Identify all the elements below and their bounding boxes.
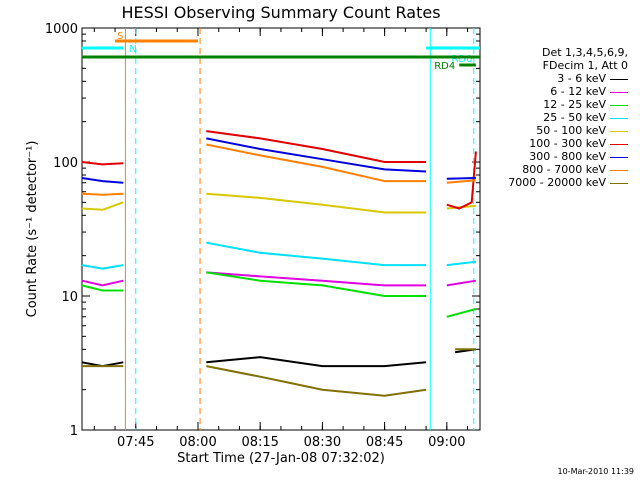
legend-label: 7000 - 20000 keV xyxy=(508,176,606,189)
legend-entry: 25 - 50 keV xyxy=(543,111,628,124)
series-line xyxy=(446,151,477,210)
legend-entry: 7000 - 20000 keV xyxy=(508,176,628,189)
series-line xyxy=(446,279,477,287)
legend-label: 6 - 12 keV xyxy=(550,85,606,98)
flag-label: N xyxy=(129,44,136,55)
series-line xyxy=(206,143,427,183)
legend-entry: 800 - 7000 keV xyxy=(522,163,628,176)
x-tick-label: 09:00 xyxy=(428,435,465,450)
series-line xyxy=(206,192,427,214)
legend-swatch xyxy=(610,169,628,171)
legend-entry: 50 - 100 keV xyxy=(536,124,628,137)
series-line xyxy=(81,177,124,184)
legend-entry: 100 - 300 keV xyxy=(529,137,628,150)
series-line xyxy=(206,137,427,173)
y-tick-label: 100 xyxy=(53,156,78,171)
x-tick-label: 08:00 xyxy=(179,435,216,450)
series-line xyxy=(446,177,476,180)
legend-label: 12 - 25 keV xyxy=(543,98,606,111)
x-tick-label: 07:45 xyxy=(117,435,154,450)
legend-swatch xyxy=(610,117,628,119)
legend-label: 800 - 7000 keV xyxy=(522,163,606,176)
series-line xyxy=(81,161,124,166)
flag-label: S xyxy=(117,31,123,42)
footer-timestamp: 10-Mar-2010 11:39 xyxy=(557,467,635,476)
chart-title: HESSI Observing Summary Count Rates xyxy=(121,3,440,22)
legend-swatch xyxy=(610,130,628,132)
legend-entry: 300 - 800 keV xyxy=(529,150,628,163)
x-tick-label: 08:45 xyxy=(366,435,403,450)
legend-label: 3 - 6 keV xyxy=(557,72,606,85)
series-line xyxy=(206,271,427,287)
x-tick-label: 08:30 xyxy=(304,435,341,450)
legend-swatch xyxy=(610,91,628,93)
series-line xyxy=(206,271,427,297)
y-tick-label: 1 xyxy=(70,424,78,439)
legend-header-line-2: FDecim 1, Att 0 xyxy=(542,59,628,72)
x-axis-label: Start Time (27-Jan-08 07:32:02) xyxy=(177,451,385,466)
legend-header-line-1: Det 1,3,4,5,6,9, xyxy=(541,46,628,59)
series-line xyxy=(81,279,124,287)
series-line xyxy=(81,284,124,292)
legend-entry: 6 - 12 keV xyxy=(550,85,628,98)
legend-swatch xyxy=(610,143,628,145)
legend-label: 25 - 50 keV xyxy=(543,111,606,124)
series-line xyxy=(206,130,427,163)
series-line xyxy=(206,241,427,267)
legend-entry: 3 - 6 keV xyxy=(557,72,628,85)
series-line xyxy=(446,179,476,184)
legend-label: 300 - 800 keV xyxy=(529,150,606,163)
series-line xyxy=(446,260,477,267)
flag-label: RD4 xyxy=(434,61,455,72)
legend-swatch xyxy=(610,78,628,80)
legend-label: 100 - 300 keV xyxy=(529,137,606,150)
series-line xyxy=(446,308,477,318)
y-tick-label: 1000 xyxy=(45,22,78,37)
legend-swatch xyxy=(610,182,628,184)
series-line xyxy=(81,264,124,270)
legend-entry: 12 - 25 keV xyxy=(543,98,628,111)
series-line xyxy=(81,192,124,196)
series-line xyxy=(206,365,427,397)
y-axis-label: Count Rate (s⁻¹ detector⁻¹) xyxy=(25,141,40,318)
x-tick-label: 08:15 xyxy=(241,435,278,450)
legend-swatch xyxy=(610,156,628,158)
plot-frame xyxy=(81,27,481,431)
flag-label: RD0 xyxy=(451,54,472,65)
series-line xyxy=(206,356,427,368)
y-tick-label: 10 xyxy=(61,290,78,305)
legend-label: 50 - 100 keV xyxy=(536,124,606,137)
series-line xyxy=(81,201,124,211)
legend-swatch xyxy=(610,104,628,106)
